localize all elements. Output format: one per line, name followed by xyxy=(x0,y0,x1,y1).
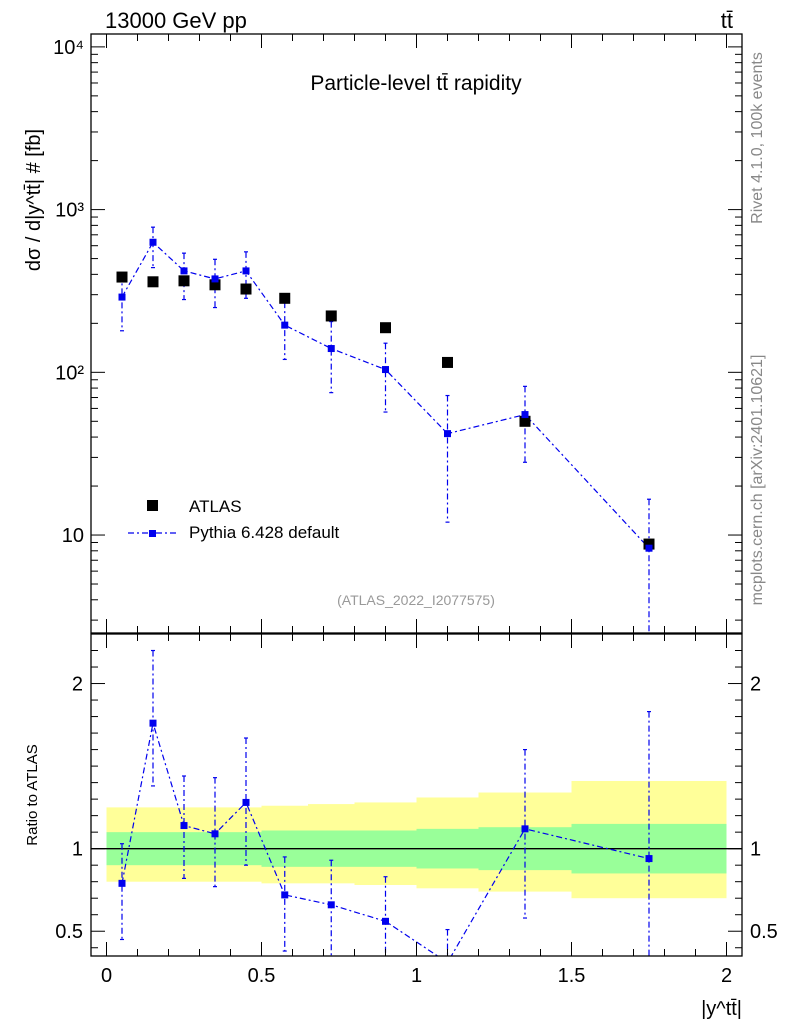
legend-atlas-label: ATLAS xyxy=(189,497,242,516)
atlas-point xyxy=(116,271,128,283)
ratio-bands xyxy=(106,780,727,899)
rivet-label: Rivet 4.1.0, 100k events xyxy=(749,52,766,224)
ratio-point xyxy=(211,830,219,838)
atlas-point xyxy=(519,415,531,427)
legend-pythia-marker xyxy=(149,530,156,537)
ratio-y-tick-label-right: 0.5 xyxy=(750,921,778,943)
x-tick-label: 0.5 xyxy=(248,965,276,987)
atlas-point xyxy=(240,283,252,295)
analysis-annotation: (ATLAS_2022_I2077575) xyxy=(337,592,495,608)
energy-label: 13000 GeV pp xyxy=(105,8,247,33)
main-y-axis-label: dσ / d|y^tt̄| # [fb] xyxy=(23,129,45,271)
atlas-point xyxy=(442,356,453,368)
atlas-point xyxy=(209,279,221,291)
ratio-y-axis-label: Ratio to ATLAS xyxy=(24,744,41,845)
legend-pythia-label: Pythia 6.428 default xyxy=(189,523,340,542)
ratio-y-tick-label-left: 2 xyxy=(72,674,83,696)
ratio-point xyxy=(382,917,389,925)
ratio-series xyxy=(118,649,653,956)
ratio-y-ticks: 0.5 0.5 1 1 2 2 xyxy=(55,650,778,949)
ratio-y-tick-label-left: 0.5 xyxy=(55,921,83,943)
pythia-point xyxy=(149,238,157,246)
x-tick-label: 1 xyxy=(411,965,422,987)
ratio-point xyxy=(180,822,188,830)
ratio-point xyxy=(149,719,157,727)
pythia-point xyxy=(242,267,250,275)
pythia-point xyxy=(444,430,451,438)
ratio-point xyxy=(645,855,653,863)
ratio-panel: Ratio to ATLAS 0.5 0.5 1 1 2 2 0 0.5 1 1.5 2 |y^t… xyxy=(24,633,778,1020)
ratio-point xyxy=(118,879,126,887)
atlas-point xyxy=(147,276,159,288)
source-label: mcplots.cern.ch [arXiv:2401.10621] xyxy=(749,355,766,606)
pythia-point xyxy=(382,366,389,374)
x-axis-label: |y^tt̄| xyxy=(701,998,742,1020)
atlas-point xyxy=(178,275,190,287)
pythia-point xyxy=(281,321,289,329)
process-label: tt̄ xyxy=(721,8,733,33)
ratio-x-ticks: 0 0.5 1 1.5 2 xyxy=(101,634,732,987)
x-tick-label: 1.5 xyxy=(558,965,586,987)
atlas-point xyxy=(643,538,655,550)
ratio-y-tick-label-right: 2 xyxy=(750,674,761,696)
pythia-point xyxy=(211,275,219,283)
main-panel: Particle-level tt̄ rapidity dσ / d|y^tt̄… xyxy=(23,33,743,634)
ratio-y-tick-label-right: 1 xyxy=(750,839,761,861)
y-tick-label: 10³ xyxy=(55,200,84,222)
y-tick-label: 10² xyxy=(55,362,84,384)
y-tick-label: 10 xyxy=(62,525,84,547)
ratio-series-line xyxy=(121,722,650,956)
legend-atlas-marker xyxy=(147,500,158,511)
atlas-point xyxy=(380,322,391,334)
main-y-ticks: 10 10² 10³ 10⁴ xyxy=(53,37,742,621)
pythia-point xyxy=(180,267,188,275)
pythia-point xyxy=(327,345,335,353)
ratio-point xyxy=(327,901,335,909)
ratio-y-tick-label-left: 1 xyxy=(72,839,83,861)
y-tick-label: 10⁴ xyxy=(53,37,84,59)
pythia-point xyxy=(645,544,653,552)
pythia-point xyxy=(521,411,529,419)
legend: ATLAS Pythia 6.428 default xyxy=(128,497,340,542)
main-x-ticks xyxy=(106,34,727,633)
ratio-point xyxy=(521,825,529,833)
x-tick-label: 0 xyxy=(101,965,112,987)
atlas-point xyxy=(325,310,337,322)
atlas-point xyxy=(279,292,291,304)
x-tick-label: 2 xyxy=(721,965,732,987)
ratio-point xyxy=(242,798,250,806)
main-title: Particle-level tt̄ rapidity xyxy=(310,72,522,95)
ratio-point xyxy=(281,891,289,899)
main-series xyxy=(116,226,655,633)
pythia-point xyxy=(118,293,126,301)
